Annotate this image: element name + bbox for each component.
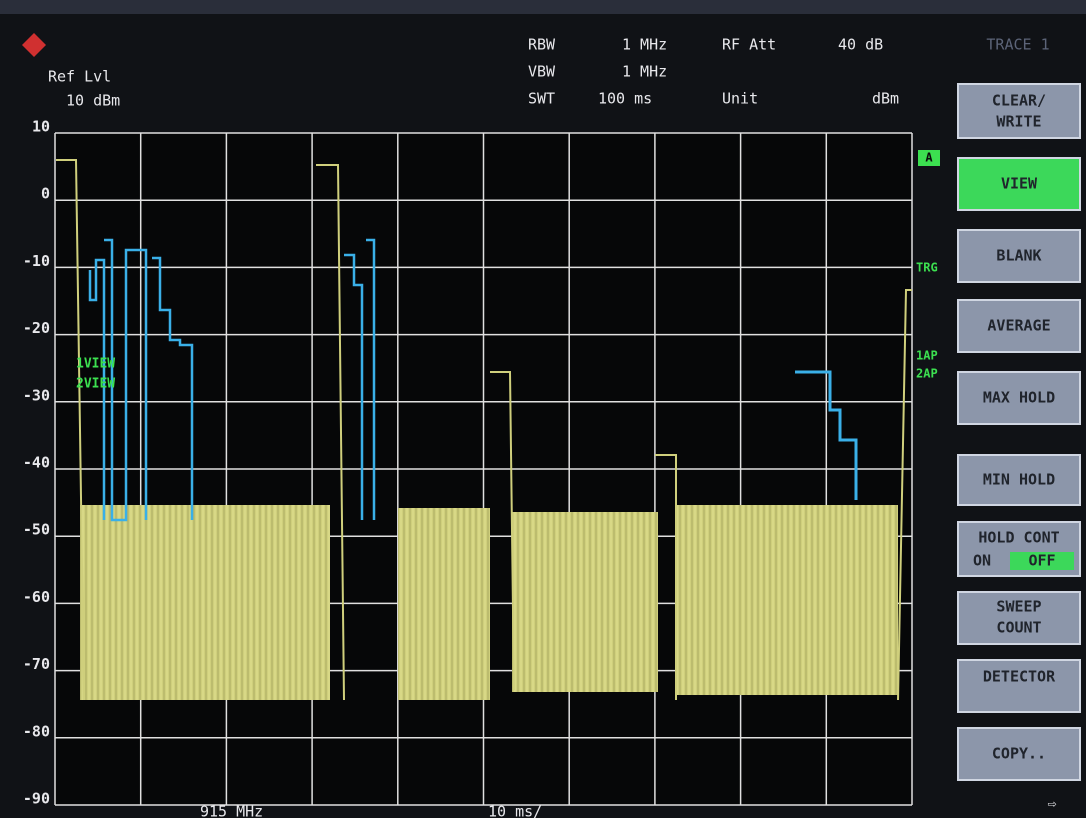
- key-label: OFF: [1028, 552, 1055, 570]
- center-freq: 915 MHz: [200, 803, 263, 818]
- trace-block: [80, 505, 330, 700]
- key-label: CLEAR/: [992, 92, 1046, 110]
- analyzer-screen: Ref Lvl 10 dBm RBW 1 MHz VBW 1 MHz SWT 1…: [0, 0, 1086, 818]
- key-label: MIN HOLD: [983, 471, 1055, 489]
- swt-label: SWT: [528, 90, 555, 108]
- softkey-average[interactable]: AVERAGE: [958, 300, 1080, 352]
- y-label: -50: [23, 521, 50, 539]
- y-label: 10: [32, 118, 50, 136]
- y-label: -10: [23, 252, 50, 270]
- trace-block: [398, 508, 490, 700]
- y-label: -70: [23, 655, 50, 673]
- y-label: -40: [23, 454, 50, 472]
- softkey-min-hold[interactable]: MIN HOLD: [958, 455, 1080, 505]
- key-label: COPY..: [992, 745, 1046, 763]
- key-label: HOLD CONT: [978, 529, 1059, 547]
- key-label: COUNT: [996, 619, 1041, 637]
- trace-label: 2VIEW: [76, 377, 115, 392]
- trace-block: [512, 512, 658, 692]
- plot: 1VIEW 2VIEW A TRG 1AP 2AP 915 MHz 10 ms/…: [23, 118, 940, 818]
- key-label: BLANK: [996, 247, 1041, 265]
- att-value: 40 dB: [838, 36, 883, 54]
- side-label: 2AP: [916, 367, 938, 381]
- swt-value: 100 ms: [598, 90, 652, 108]
- menu-title: TRACE 1: [986, 36, 1049, 54]
- key-label: WRITE: [996, 113, 1041, 131]
- y-label: -80: [23, 722, 50, 740]
- unit-value: dBm: [872, 90, 899, 108]
- vbw-label: VBW: [528, 63, 556, 81]
- softkey-blank[interactable]: BLANK: [958, 230, 1080, 282]
- softkey-detector[interactable]: DETECTOR: [958, 660, 1080, 712]
- y-label: -30: [23, 386, 50, 404]
- unit-label: Unit: [722, 90, 758, 108]
- bezel: [0, 0, 1086, 14]
- ref-value: 10 dBm: [66, 92, 120, 110]
- softkey-sweep-count[interactable]: SWEEP COUNT: [958, 592, 1080, 644]
- key-label: DETECTOR: [983, 668, 1056, 686]
- vbw-value: 1 MHz: [622, 63, 667, 81]
- y-label: -60: [23, 588, 50, 606]
- key-label: ON: [973, 552, 991, 570]
- y-label: -90: [23, 790, 50, 808]
- key-label: VIEW: [1001, 175, 1038, 193]
- y-label: 0: [41, 185, 50, 203]
- side-label: A: [925, 151, 933, 165]
- softkey-hold-cont[interactable]: HOLD CONT ON OFF: [958, 522, 1080, 576]
- more-arrow[interactable]: ⇨: [1047, 795, 1056, 813]
- side-label: 1AP: [916, 349, 938, 363]
- trace-block: [676, 505, 898, 695]
- side-label: TRG: [916, 261, 938, 275]
- trace-label: 1VIEW: [76, 357, 115, 372]
- ref-label: Ref Lvl: [48, 68, 111, 86]
- key-label: SWEEP: [996, 598, 1041, 616]
- rbw-label: RBW: [528, 36, 556, 54]
- span: 10 ms/: [488, 803, 542, 818]
- softkey-max-hold[interactable]: MAX HOLD: [958, 372, 1080, 424]
- softkey-view[interactable]: VIEW: [958, 158, 1080, 210]
- rbw-value: 1 MHz: [622, 36, 667, 54]
- key-label: AVERAGE: [987, 317, 1050, 335]
- y-label: -20: [23, 319, 50, 337]
- key-label: MAX HOLD: [983, 389, 1055, 407]
- att-label: RF Att: [722, 36, 776, 54]
- softkey-clear-write[interactable]: CLEAR/ WRITE: [958, 84, 1080, 138]
- softkey-copy[interactable]: COPY..: [958, 728, 1080, 780]
